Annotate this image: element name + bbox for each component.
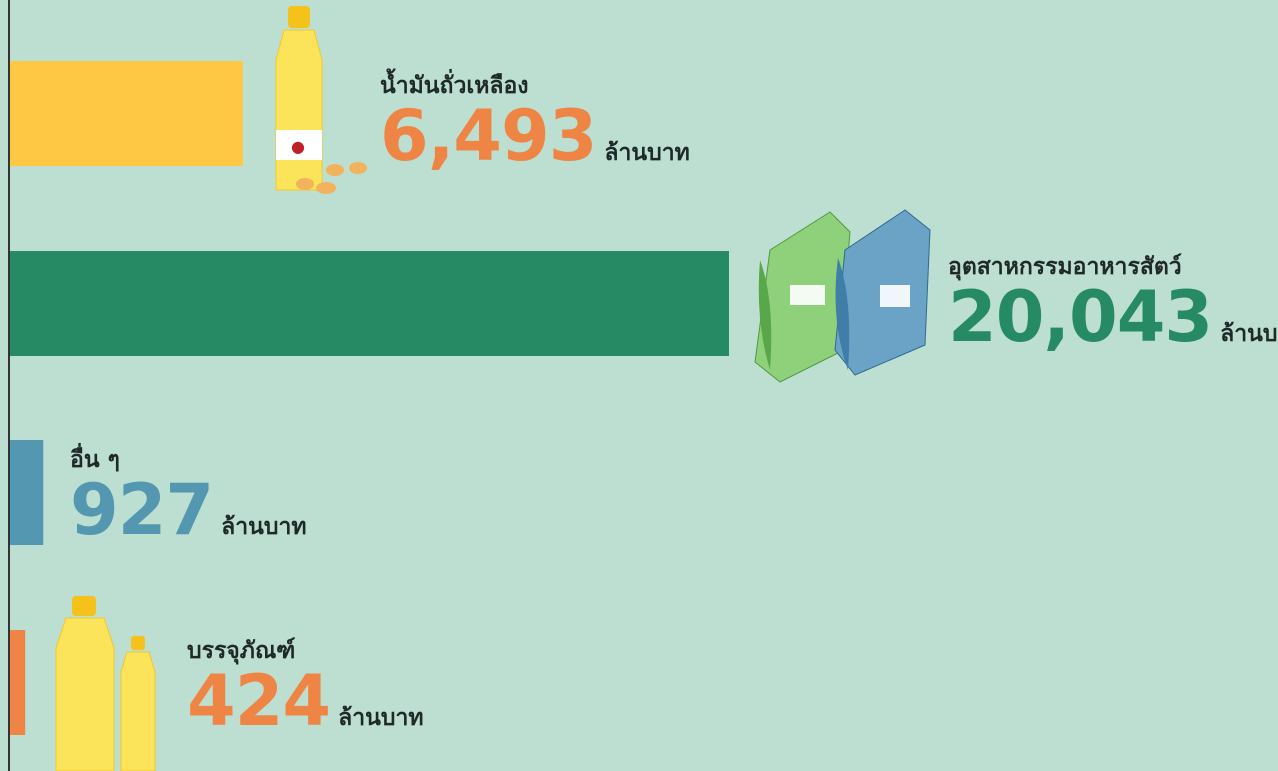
bar: [10, 440, 44, 545]
value-row: 927 ล้านบาท: [70, 474, 307, 546]
category-label: น้ำมันถั่วเหลือง: [380, 73, 529, 99]
bar: [10, 61, 243, 166]
bar-label: บรรจุภัณฑ์ 424 ล้านบาท: [187, 637, 424, 737]
value-label: 20,043: [948, 276, 1213, 358]
bottles: [55, 596, 156, 771]
category-label: อุตสาหกรรมอาหารสัตว์: [948, 254, 1182, 280]
category-label: บรรจุภัณฑ์: [187, 638, 296, 664]
value-label: 424: [187, 660, 331, 742]
bar-label: น้ำมันถั่วเหลือง 6,493 ล้านบาท: [380, 72, 690, 172]
unit-label: ล้านบาท: [1220, 321, 1278, 347]
bar: [10, 251, 729, 356]
svg-text:●: ●: [291, 137, 305, 156]
oil-bottle: ●: [275, 6, 367, 194]
unit-label: ล้านบาท: [221, 514, 307, 540]
unit-label: ล้านบาท: [338, 705, 424, 731]
value-row: 424 ล้านบาท: [187, 665, 424, 737]
category-label: อื่น ๆ: [70, 447, 120, 473]
value-label: 6,493: [380, 95, 597, 177]
feed-bags: [754, 209, 931, 383]
unit-label: ล้านบาท: [604, 140, 690, 166]
value-row: 6,493 ล้านบาท: [380, 100, 690, 172]
bar-label: อื่น ๆ 927 ล้านบาท: [70, 446, 307, 546]
value-label: 927: [70, 469, 214, 551]
bar: [10, 630, 26, 735]
